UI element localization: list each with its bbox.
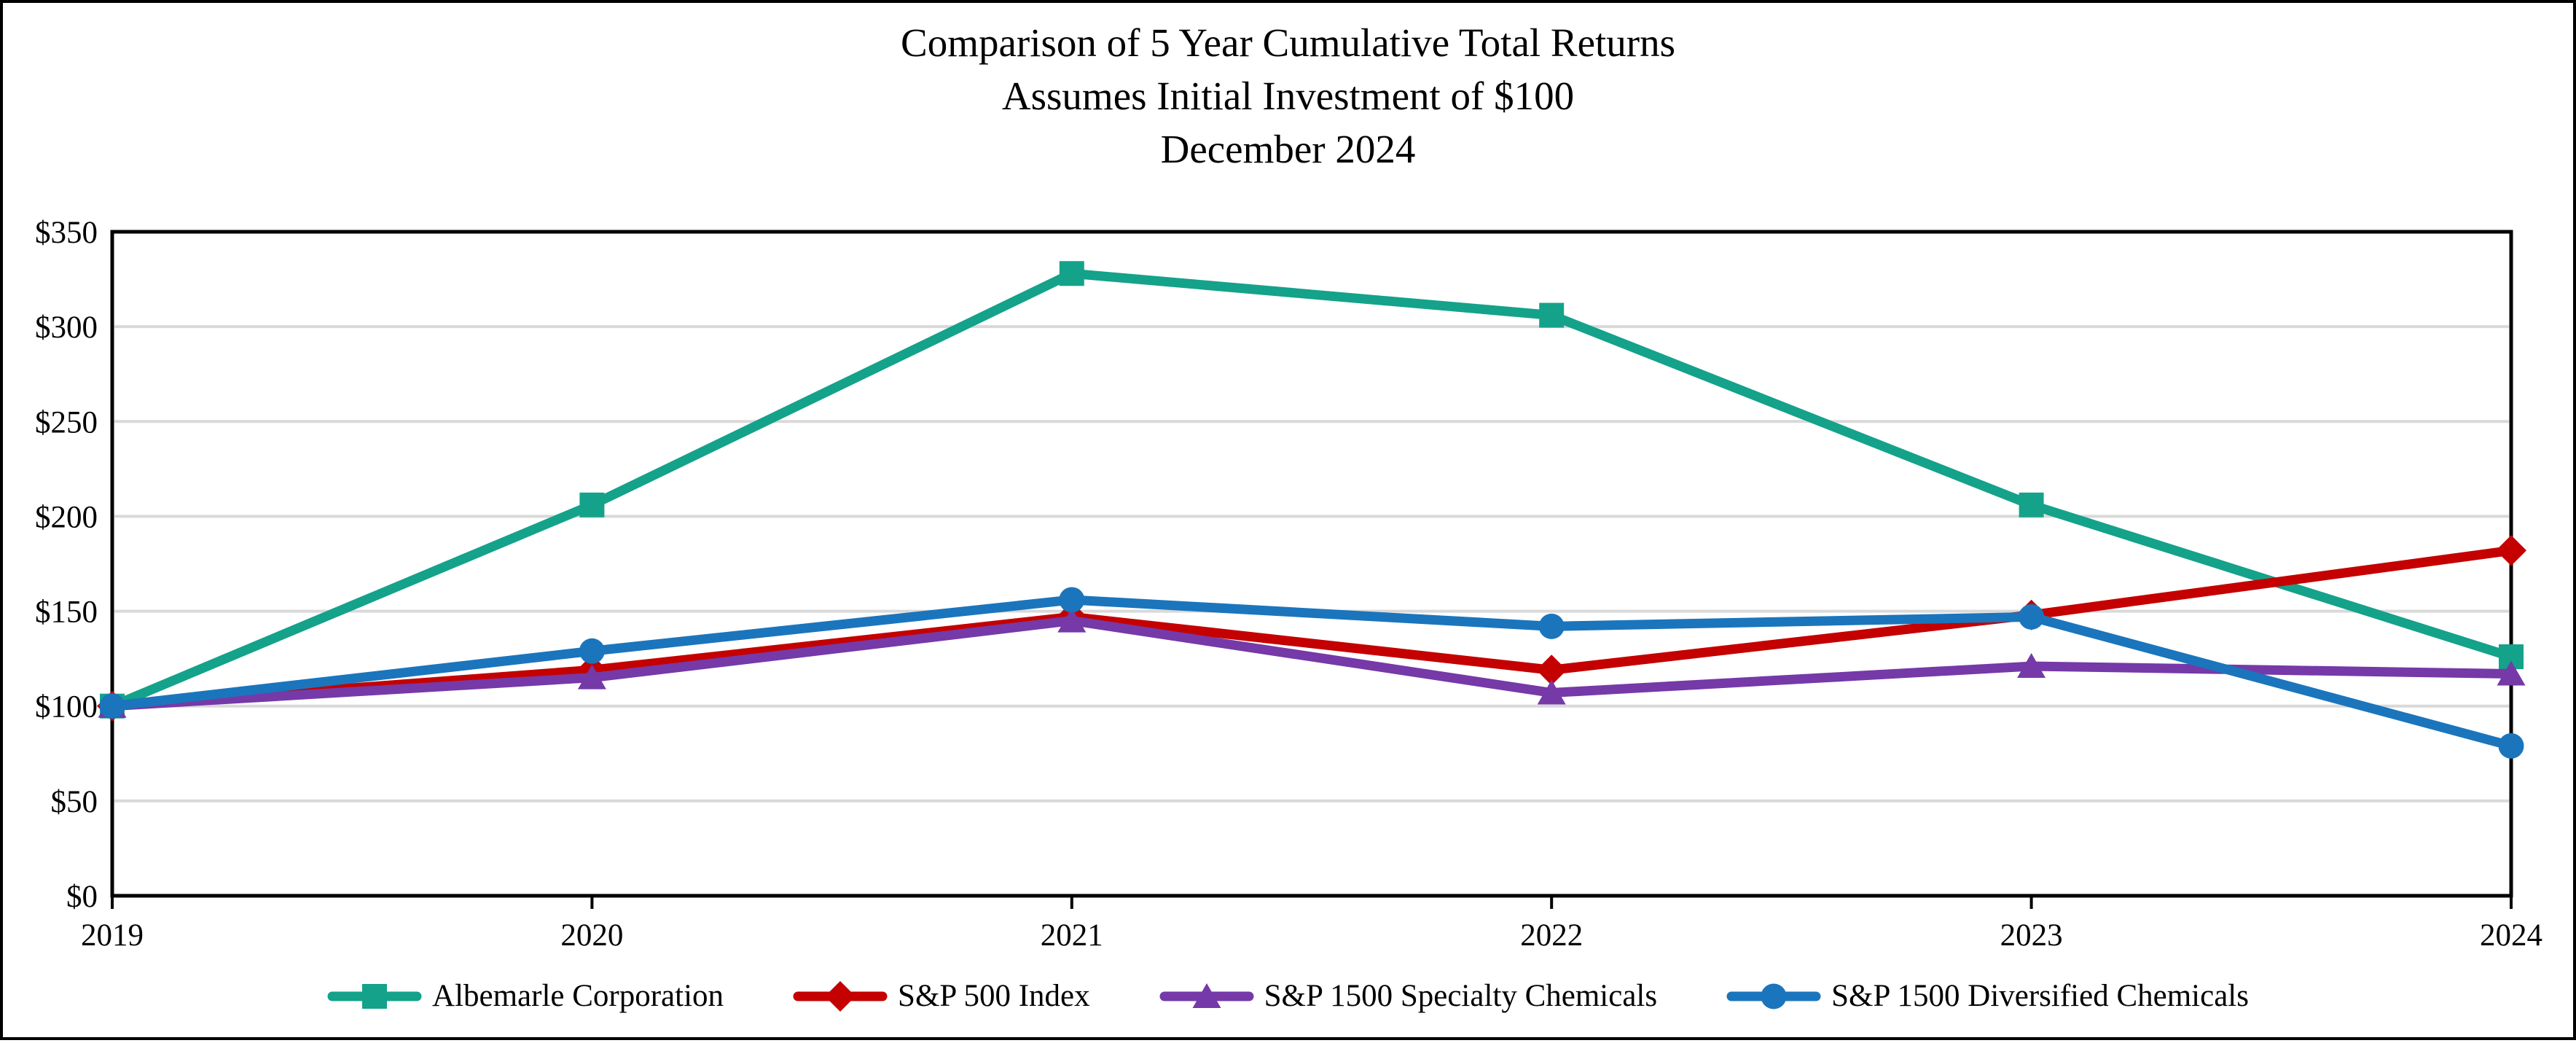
y-tick-label-50: $50 <box>51 785 98 819</box>
marker-s-p-1500-diversified-chemicals-2020 <box>579 638 605 664</box>
legend-marker-shape <box>1761 983 1787 1009</box>
legend-item-albemarle-corporation: Albemarle Corporation <box>327 978 724 1014</box>
plot-area: $0 $50 $100 $150 $200 $250 $300 $350 2019 2020 202… <box>35 216 2542 953</box>
y-tick-label-0: $0 <box>66 880 98 914</box>
y-tick-label-350: $350 <box>35 216 98 250</box>
series-line-s-p-1500-diversified-chemicals <box>111 595 2513 751</box>
marker-s-p-500-index-2022 <box>1536 655 1567 686</box>
legend-marker-circle-icon <box>1726 983 1821 1009</box>
marker-s-p-500-index-2024 <box>2496 535 2526 566</box>
legend-item-s-p-1500-specialty-chemicals: S&P 1500 Specialty Chemicals <box>1159 978 1657 1014</box>
x-tick-label-2023: 2023 <box>2000 918 2063 953</box>
chart-subtitle: Assumes Initial Investment of $100 <box>1001 74 1575 118</box>
legend-item-s-p-500-index: S&P 500 Index <box>793 978 1090 1014</box>
y-tick-label-200: $200 <box>35 500 98 534</box>
x-tick-label-2019: 2019 <box>81 918 144 953</box>
chart-legend: Albemarle Corporation S&P 500 Index S&P 15… <box>3 978 2573 1014</box>
x-tick-label-2020: 2020 <box>560 918 623 953</box>
marker-albemarle-corporation-2020 <box>579 492 605 517</box>
x-tick-label-2024: 2024 <box>2480 918 2542 953</box>
y-tick-label-150: $150 <box>35 595 98 630</box>
marker-s-p-1500-specialty-chemicals-2021 <box>1057 607 1087 633</box>
marker-s-p-1500-diversified-chemicals-2023 <box>2019 603 2045 630</box>
legend-item-s-p-1500-diversified-chemicals: S&P 1500 Diversified Chemicals <box>1726 978 2249 1014</box>
plot-border <box>110 230 2513 898</box>
marker-s-p-1500-specialty-chemicals-2024 <box>2497 660 2526 686</box>
marker-albemarle-corporation-2023 <box>2019 492 2044 517</box>
legend-marker-shape <box>362 983 388 1009</box>
legend-label: Albemarle Corporation <box>432 979 724 1013</box>
marker-albemarle-corporation-2022 <box>1539 302 1565 328</box>
marker-s-p-1500-diversified-chemicals-2021 <box>1059 587 1085 613</box>
legend-marker-diamond-icon <box>793 980 888 1012</box>
marker-s-p-1500-diversified-chemicals-2022 <box>1538 613 1565 639</box>
series-line-s-p-500-index <box>111 545 2512 711</box>
chart-title: Comparison of 5 Year Cumulative Total Re… <box>901 20 1675 65</box>
legend-label: S&P 1500 Diversified Chemicals <box>1831 979 2249 1013</box>
chart-title-block: Comparison of 5 Year Cumulative Total Re… <box>3 16 2573 176</box>
marker-s-p-1500-diversified-chemicals-2024 <box>2498 733 2524 759</box>
series-line-albemarle-corporation <box>110 268 2513 711</box>
y-tick-label-250: $250 <box>35 405 98 440</box>
series-line-s-p-1500-specialty-chemicals <box>111 616 2512 711</box>
x-tick-label-2021: 2021 <box>1041 918 1103 953</box>
marker-albemarle-corporation-2021 <box>1059 261 1084 286</box>
legend-label: S&P 1500 Specialty Chemicals <box>1264 979 1658 1013</box>
legend-marker-shape <box>825 980 856 1012</box>
marker-s-p-1500-specialty-chemicals-2023 <box>2017 653 2046 679</box>
y-tick-label-100: $100 <box>35 690 98 724</box>
marker-s-p-1500-specialty-chemicals-2022 <box>1537 679 1566 705</box>
chart-period-label: December 2024 <box>1160 127 1416 171</box>
legend-marker-triangle-icon <box>1159 983 1254 1008</box>
marker-s-p-1500-specialty-chemicals-2020 <box>577 664 606 690</box>
legend-label: S&P 500 Index <box>898 979 1090 1013</box>
x-tick-label-2022: 2022 <box>1520 918 1583 953</box>
y-tick-label-300: $300 <box>35 310 98 345</box>
marker-s-p-1500-diversified-chemicals-2019 <box>99 693 125 719</box>
legend-marker-shape <box>1192 983 1221 1008</box>
legend-marker-square-icon <box>327 983 422 1009</box>
